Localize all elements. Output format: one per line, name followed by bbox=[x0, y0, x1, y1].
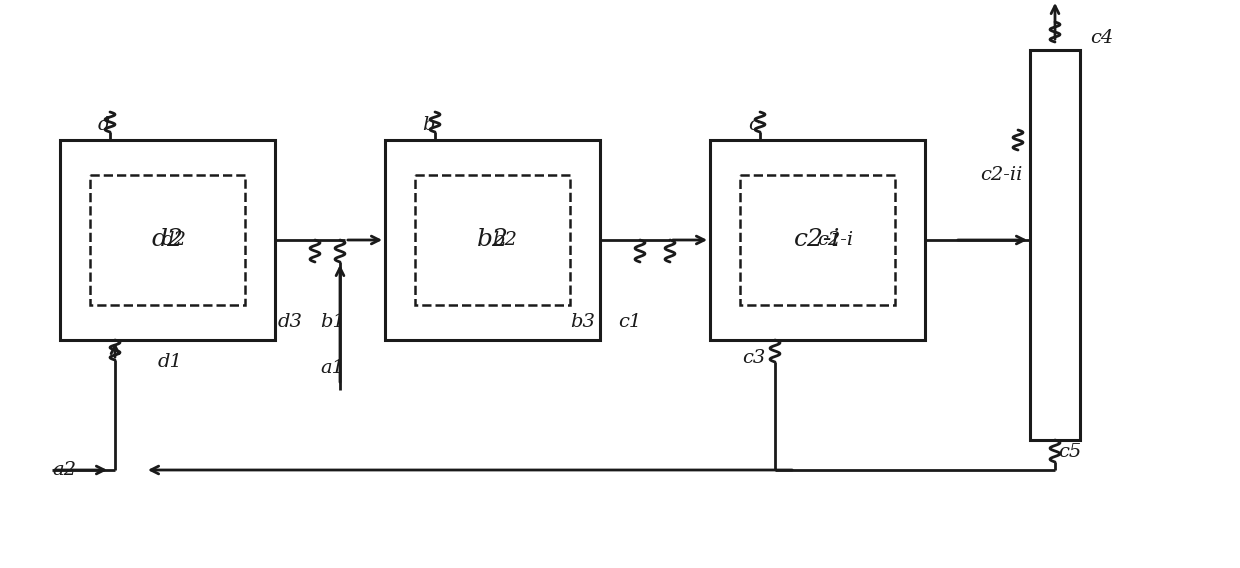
Text: b2: b2 bbox=[476, 228, 508, 252]
Text: b: b bbox=[422, 116, 434, 134]
Text: d2: d2 bbox=[151, 228, 184, 252]
Text: c: c bbox=[748, 116, 759, 134]
Text: a2: a2 bbox=[52, 461, 76, 479]
Text: d2: d2 bbox=[162, 231, 187, 249]
Text: b2: b2 bbox=[492, 231, 517, 249]
Bar bbox=[91, 175, 246, 305]
Text: c1: c1 bbox=[618, 313, 641, 331]
Bar bbox=[415, 175, 570, 305]
Bar bbox=[740, 175, 895, 305]
Text: c3: c3 bbox=[742, 349, 765, 367]
Text: c2-i: c2-i bbox=[795, 228, 841, 252]
Bar bbox=[711, 140, 925, 340]
Text: d1: d1 bbox=[157, 353, 182, 371]
Bar bbox=[384, 140, 600, 340]
Text: c2-ii: c2-ii bbox=[980, 166, 1022, 184]
Bar bbox=[60, 140, 275, 340]
Text: d3: d3 bbox=[278, 313, 303, 331]
Bar bbox=[1030, 50, 1080, 440]
Text: c5: c5 bbox=[1058, 443, 1081, 461]
Text: c4: c4 bbox=[1090, 29, 1114, 47]
Text: b3: b3 bbox=[570, 313, 595, 331]
Text: c2-i: c2-i bbox=[817, 231, 853, 249]
Text: b1: b1 bbox=[320, 313, 345, 331]
Text: d: d bbox=[98, 116, 110, 134]
Text: a1: a1 bbox=[320, 359, 343, 377]
